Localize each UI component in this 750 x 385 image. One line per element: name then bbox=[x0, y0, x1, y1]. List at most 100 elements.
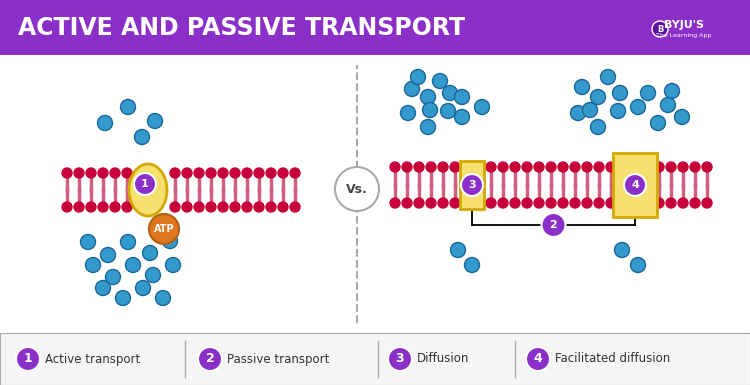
Circle shape bbox=[170, 168, 180, 178]
Circle shape bbox=[601, 70, 616, 84]
Circle shape bbox=[522, 198, 532, 208]
Circle shape bbox=[631, 258, 646, 273]
Circle shape bbox=[690, 198, 700, 208]
Circle shape bbox=[690, 162, 700, 172]
Circle shape bbox=[136, 281, 151, 296]
Circle shape bbox=[454, 109, 470, 124]
Circle shape bbox=[421, 89, 436, 104]
Text: BYJU'S: BYJU'S bbox=[664, 20, 704, 30]
Circle shape bbox=[390, 162, 400, 172]
Circle shape bbox=[74, 168, 84, 178]
Circle shape bbox=[414, 162, 424, 172]
Circle shape bbox=[666, 198, 676, 208]
Circle shape bbox=[230, 202, 240, 212]
Circle shape bbox=[438, 198, 448, 208]
Circle shape bbox=[640, 85, 656, 100]
Circle shape bbox=[654, 162, 664, 172]
Circle shape bbox=[440, 104, 455, 119]
Bar bbox=[0, 333, 750, 385]
Circle shape bbox=[194, 168, 204, 178]
Circle shape bbox=[266, 168, 276, 178]
Circle shape bbox=[522, 162, 532, 172]
Text: 2: 2 bbox=[550, 220, 557, 230]
Circle shape bbox=[16, 347, 40, 371]
Circle shape bbox=[402, 198, 412, 208]
Circle shape bbox=[702, 198, 712, 208]
Circle shape bbox=[426, 198, 436, 208]
Circle shape bbox=[583, 102, 598, 117]
Circle shape bbox=[116, 291, 130, 306]
Circle shape bbox=[110, 168, 120, 178]
Circle shape bbox=[218, 202, 228, 212]
Circle shape bbox=[146, 268, 160, 283]
Circle shape bbox=[110, 202, 120, 212]
Circle shape bbox=[594, 198, 604, 208]
Circle shape bbox=[335, 167, 379, 211]
Circle shape bbox=[388, 347, 412, 371]
Circle shape bbox=[400, 105, 416, 121]
Circle shape bbox=[62, 202, 72, 212]
Circle shape bbox=[461, 174, 483, 196]
Circle shape bbox=[290, 202, 300, 212]
Circle shape bbox=[464, 258, 479, 273]
Circle shape bbox=[266, 202, 276, 212]
Circle shape bbox=[498, 162, 508, 172]
Circle shape bbox=[498, 198, 508, 208]
Circle shape bbox=[182, 168, 192, 178]
Circle shape bbox=[86, 168, 96, 178]
Circle shape bbox=[414, 198, 424, 208]
Circle shape bbox=[121, 99, 136, 114]
Text: Passive transport: Passive transport bbox=[227, 353, 329, 365]
Text: 4: 4 bbox=[631, 180, 639, 190]
Circle shape bbox=[422, 102, 437, 117]
Circle shape bbox=[100, 248, 116, 263]
Circle shape bbox=[613, 85, 628, 100]
Circle shape bbox=[678, 198, 688, 208]
Text: 1: 1 bbox=[141, 179, 148, 189]
Circle shape bbox=[450, 162, 460, 172]
Circle shape bbox=[390, 198, 400, 208]
Circle shape bbox=[606, 198, 616, 208]
Circle shape bbox=[121, 234, 136, 249]
Circle shape bbox=[558, 198, 568, 208]
Text: ATP: ATP bbox=[154, 224, 174, 234]
Text: 4: 4 bbox=[534, 353, 542, 365]
Circle shape bbox=[134, 129, 149, 144]
Text: ACTIVE AND PASSIVE TRANSPORT: ACTIVE AND PASSIVE TRANSPORT bbox=[18, 16, 465, 40]
Circle shape bbox=[654, 198, 664, 208]
Circle shape bbox=[230, 168, 240, 178]
Circle shape bbox=[404, 82, 419, 97]
Circle shape bbox=[664, 84, 680, 99]
Circle shape bbox=[206, 168, 216, 178]
Circle shape bbox=[278, 168, 288, 178]
Circle shape bbox=[170, 202, 180, 212]
Circle shape bbox=[610, 104, 626, 119]
Circle shape bbox=[542, 213, 566, 237]
Circle shape bbox=[582, 198, 592, 208]
Circle shape bbox=[433, 74, 448, 89]
Circle shape bbox=[674, 109, 689, 124]
Circle shape bbox=[218, 168, 228, 178]
Text: 3: 3 bbox=[468, 180, 476, 190]
Circle shape bbox=[74, 202, 84, 212]
Text: 3: 3 bbox=[396, 353, 404, 365]
Circle shape bbox=[661, 97, 676, 112]
Bar bbox=[460, 161, 484, 209]
Text: Active transport: Active transport bbox=[45, 353, 140, 365]
Circle shape bbox=[254, 168, 264, 178]
Circle shape bbox=[582, 162, 592, 172]
Bar bbox=[613, 153, 657, 217]
Circle shape bbox=[442, 85, 458, 100]
Circle shape bbox=[526, 347, 550, 371]
Circle shape bbox=[182, 202, 192, 212]
Circle shape bbox=[142, 246, 158, 261]
Circle shape bbox=[163, 233, 178, 248]
Circle shape bbox=[546, 162, 556, 172]
Text: The Learning App: The Learning App bbox=[656, 32, 712, 37]
Circle shape bbox=[546, 198, 556, 208]
Circle shape bbox=[410, 70, 425, 84]
Circle shape bbox=[650, 116, 665, 131]
Circle shape bbox=[148, 114, 163, 129]
Circle shape bbox=[666, 162, 676, 172]
Circle shape bbox=[80, 234, 95, 249]
